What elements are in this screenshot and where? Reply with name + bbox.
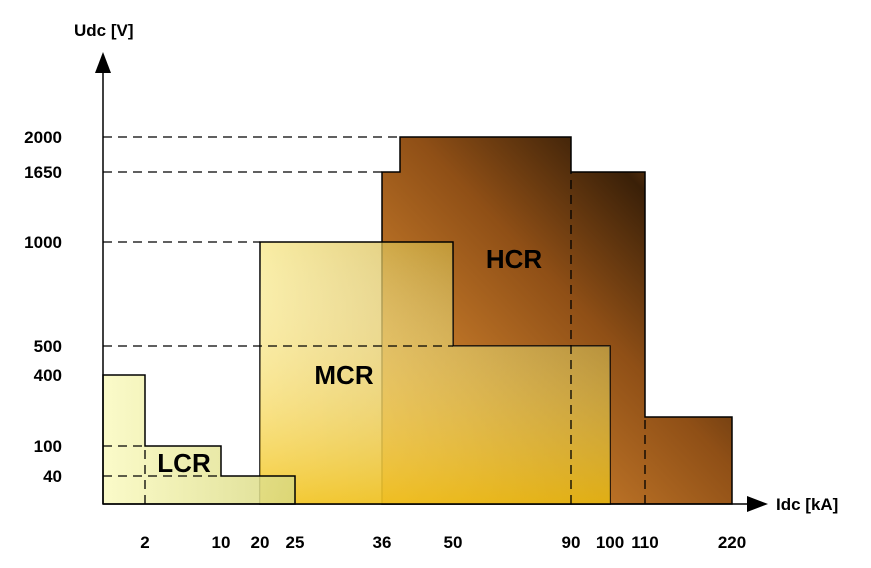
x-tick-label: 10: [212, 533, 231, 552]
x-axis-arrow-icon: [747, 496, 768, 512]
y-tick-label: 2000: [24, 128, 62, 147]
y-tick-label: 100: [34, 437, 62, 456]
tick-labels: 2 10 20 25 36 50 90 100 110 220 40 100 400 500 1000 165…: [24, 128, 746, 552]
y-tick-label: 1650: [24, 163, 62, 182]
region-label-lcr: LCR: [157, 448, 211, 478]
x-tick-label: 2: [140, 533, 149, 552]
x-axis-label: Idc [kA]: [776, 495, 838, 514]
x-tick-label: 220: [718, 533, 746, 552]
y-tick-label: 500: [34, 337, 62, 356]
region-label-mcr: MCR: [314, 360, 373, 390]
y-axis-label: Udc [V]: [74, 21, 134, 40]
y-tick-label: 400: [34, 366, 62, 385]
guide-lines: [103, 136, 646, 504]
x-tick-label: 110: [631, 533, 658, 552]
x-tick-label: 25: [286, 533, 305, 552]
region-label-hcr: HCR: [486, 244, 543, 274]
y-tick-label: 40: [43, 467, 62, 486]
x-tick-label: 100: [596, 533, 624, 552]
region-lcr: [102, 374, 296, 505]
region-mcr-shade: [260, 242, 610, 504]
region-labels: HCR MCR LCR: [157, 244, 542, 478]
x-tick-label: 36: [373, 533, 392, 552]
axes: Udc [V] Idc [kA]: [74, 21, 838, 514]
y-tick-label: 1000: [24, 233, 62, 252]
x-tick-label: 90: [562, 533, 581, 552]
x-tick-label: 50: [444, 533, 463, 552]
x-tick-label: 20: [251, 533, 270, 552]
y-axis-arrow-icon: [95, 52, 111, 73]
regions: [102, 136, 733, 505]
